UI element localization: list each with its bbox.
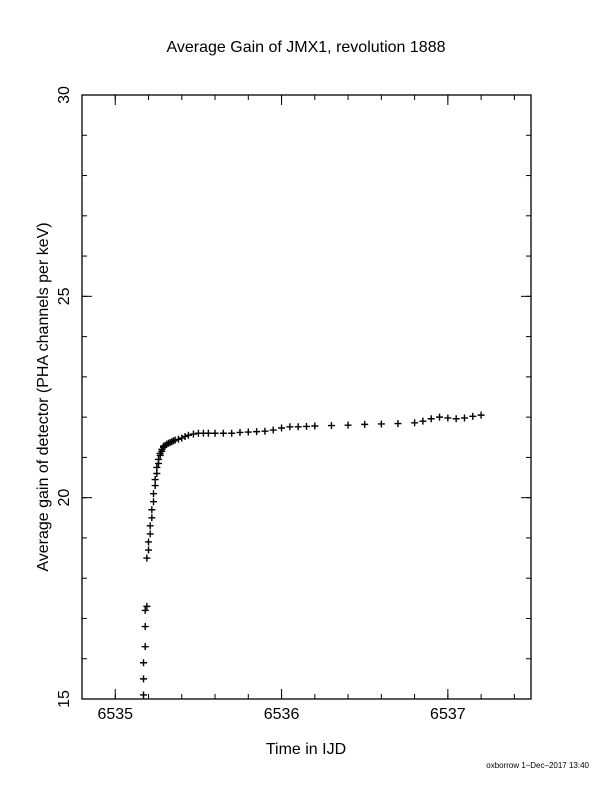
data-point <box>344 421 352 429</box>
data-point <box>244 428 252 436</box>
chart-title: Average Gain of JMX1, revolution 1888 <box>167 39 446 56</box>
data-point <box>419 417 427 425</box>
footer-credit: oxborrow 1–Dec–2017 13:40 <box>486 761 589 770</box>
data-point <box>253 428 261 436</box>
data-point <box>361 420 369 428</box>
data-point <box>140 675 148 683</box>
data-point <box>153 470 161 478</box>
data-point <box>145 538 153 546</box>
data-point <box>151 476 159 484</box>
y-tick-label: 30 <box>56 86 73 104</box>
x-axis-ticks <box>114 95 515 699</box>
data-point <box>145 546 153 554</box>
data-point <box>236 428 244 436</box>
y-axis-label: Average gain of detector (PHA channels p… <box>35 222 52 571</box>
data-point <box>286 423 294 431</box>
x-tick-label: 6536 <box>264 706 300 723</box>
data-point <box>427 415 435 423</box>
data-point <box>228 429 236 437</box>
data-point <box>204 429 212 437</box>
data-point <box>154 455 162 463</box>
y-tick-label: 25 <box>56 287 73 305</box>
data-point <box>146 522 154 530</box>
data-point <box>148 514 156 522</box>
data-point <box>181 432 189 440</box>
y-axis-tick-labels: 15 20 25 30 <box>56 86 73 708</box>
data-point <box>150 490 158 498</box>
data-point <box>327 422 335 430</box>
data-point <box>153 463 161 471</box>
data-point <box>294 423 302 431</box>
data-point <box>303 422 310 430</box>
data-point <box>261 427 269 435</box>
x-axis-label: Time in IJD <box>266 741 346 758</box>
y-tick-label: 15 <box>56 690 73 708</box>
plot-frame <box>81 94 532 700</box>
data-point <box>269 426 277 434</box>
data-point <box>278 424 286 432</box>
data-point <box>143 554 151 562</box>
data-point <box>394 420 402 428</box>
data-point <box>184 431 192 439</box>
data-point <box>141 606 149 614</box>
data-point <box>150 498 158 506</box>
data-point <box>141 623 149 631</box>
data-point <box>151 482 159 490</box>
data-point <box>469 412 477 420</box>
x-axis-tick-labels: 6535 6536 6537 <box>97 706 465 723</box>
data-point <box>477 411 485 419</box>
data-point <box>146 530 154 538</box>
data-point <box>452 415 460 423</box>
x-tick-label: 6537 <box>430 706 466 723</box>
y-tick-label: 20 <box>56 489 73 507</box>
data-point <box>140 691 148 699</box>
data-point <box>436 413 444 421</box>
data-point <box>148 506 156 514</box>
data-point <box>444 414 452 422</box>
data-point <box>411 419 419 427</box>
data-point <box>211 429 219 437</box>
data-point <box>141 643 149 651</box>
data-point <box>140 659 148 667</box>
data-point <box>219 429 227 437</box>
data-point <box>171 436 179 444</box>
data-point <box>311 422 319 430</box>
y-axis-ticks <box>82 94 531 700</box>
data-point <box>174 435 182 443</box>
data-point <box>143 602 151 610</box>
gain-data-points <box>140 411 485 699</box>
data-point <box>189 430 197 438</box>
data-point <box>377 420 385 428</box>
data-point <box>460 414 468 422</box>
data-point <box>178 434 186 442</box>
x-tick-label: 6535 <box>97 706 133 723</box>
